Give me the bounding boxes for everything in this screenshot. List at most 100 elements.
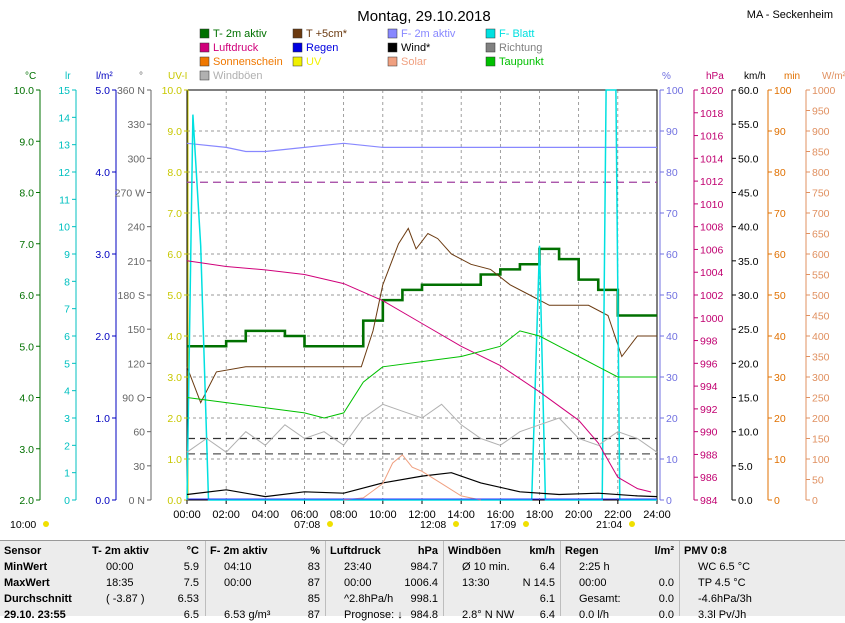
axis-tick-label-hpa: 984 xyxy=(700,495,718,507)
axis-tick-label-lr: 7 xyxy=(64,304,70,316)
stats-cell-label: 00:00 xyxy=(224,577,252,589)
stats-cell-value: 7.5 xyxy=(183,577,199,589)
axis-tick-label-kmh: 30.0 xyxy=(738,290,759,302)
stats-cell-value: 87 xyxy=(307,577,320,589)
stats-cell-label: Ø 10 min. xyxy=(462,561,510,573)
axis-tick-label-kmh: 35.0 xyxy=(738,256,759,268)
axis-tick-label-lr: 12 xyxy=(58,167,70,179)
axis-tick-label-kmh: 5.0 xyxy=(738,461,753,473)
axis-tick-label-kmh: 40.0 xyxy=(738,222,759,234)
axis-tick-label-temp: 7.0 xyxy=(19,239,34,251)
axis-tick-label-dir: 0 N xyxy=(129,495,145,507)
stats-row: 00:00 0.0 xyxy=(565,575,674,591)
stats-cell-value: 87 xyxy=(307,609,320,621)
stats-cell-value: 6.4 xyxy=(539,609,555,621)
legend-label: T +5cm* xyxy=(306,28,348,40)
legend-label: Solar xyxy=(401,56,427,68)
axis-unit-rain: l/m² xyxy=(96,71,113,82)
axis-tick-label-wm2: 500 xyxy=(812,290,830,302)
stats-row: TP 4.5 °C xyxy=(684,575,794,591)
axis-tick-label-rain: 2.0 xyxy=(95,331,110,343)
axis-tick-label-hpa: 1018 xyxy=(700,108,724,120)
axis-unit-min: min xyxy=(784,71,800,82)
stats-cell-value: 6.53 xyxy=(177,593,199,605)
legend-swatch xyxy=(199,70,210,81)
axis-unit-hum: % xyxy=(662,71,671,82)
stats-cell-label: 13:30 xyxy=(462,577,490,589)
series-line-t-2m-aktiv xyxy=(187,247,657,348)
legend-label: Regen xyxy=(306,42,338,54)
x-tick-label: 20:00 xyxy=(565,509,593,521)
axis-tick-label-wm2: 0 xyxy=(812,495,818,507)
axis-tick-label-temp: 10.0 xyxy=(14,85,35,97)
axis-tick-label-wm2: 1000 xyxy=(812,85,836,97)
legend-swatch xyxy=(199,28,210,39)
axis-tick-label-dir: 270 W xyxy=(115,188,145,200)
axis-tick-label-min: 80 xyxy=(774,167,786,179)
stats-row: 2:25 h xyxy=(565,559,674,575)
stats-cell-label: 0.0 l/h xyxy=(579,609,609,621)
stats-row: 0.0 l/h 0.0 xyxy=(565,607,674,623)
axis-tick-label-lr: 0 xyxy=(64,495,70,507)
axis-tick-label-rain: 3.0 xyxy=(95,249,110,261)
axis-tick-label-lr: 1 xyxy=(64,468,70,480)
x-tick-label: 08:00 xyxy=(330,509,358,521)
axis-tick-label-wm2: 600 xyxy=(812,249,830,261)
axis-tick-label-lr: 15 xyxy=(58,85,70,97)
stats-cell-value: 0.0 xyxy=(658,593,674,605)
row-label-column: Sensor MinWert MaxWert Durchschnitt 29.1… xyxy=(0,541,88,621)
axis-tick-label-temp: 3.0 xyxy=(19,444,34,456)
axis-tick-label-hum: 40 xyxy=(666,331,678,343)
stats-cell-label: Gesamt: xyxy=(579,593,621,605)
row-label-avg: Durchschnitt xyxy=(4,593,72,605)
stats-cell-value: 0.0 xyxy=(658,609,674,621)
axis-tick-label-lr: 6 xyxy=(64,331,70,343)
stats-cell-label: 2.8° N NW xyxy=(462,609,515,621)
stats-row: 2.8° N NW 6.4 xyxy=(448,607,555,623)
axis-tick-label-hum: 80 xyxy=(666,167,678,179)
legend-swatch xyxy=(199,42,210,53)
axis-tick-label-uv: 6.0 xyxy=(167,249,182,261)
stats-cell-label: WC 6.5 °C xyxy=(698,561,751,573)
stats-header-unit: km/h xyxy=(529,545,555,557)
row-label-max: MaxWert xyxy=(4,577,50,589)
axis-tick-label-temp: 6.0 xyxy=(19,290,34,302)
axis-tick-label-temp: 5.0 xyxy=(19,341,34,353)
axis-tick-label-hum: 30 xyxy=(666,372,678,384)
stats-column: Luftdruck hPa 23:40 984.7 00:00 1006.4 ^2.8hPa… xyxy=(325,541,444,621)
axis-tick-label-hpa: 988 xyxy=(700,449,718,461)
series-line-t-5cm- xyxy=(186,227,657,404)
axis-tick-label-wm2: 50 xyxy=(812,475,824,487)
stats-cell-label: 2:25 h xyxy=(579,561,610,573)
stats-column-header: Luftdruck hPa xyxy=(330,543,438,559)
stats-row: 04:10 83 xyxy=(210,559,320,575)
x-tick-label: 24:00 xyxy=(643,509,671,521)
x-tick-label: 16:00 xyxy=(487,509,515,521)
stats-cell-value: 85 xyxy=(307,593,320,605)
axis-tick-label-hpa: 992 xyxy=(700,404,718,416)
axis-tick-label-wm2: 550 xyxy=(812,270,830,282)
axis-tick-label-rain: 0.0 xyxy=(95,495,110,507)
axis-tick-label-min: 0 xyxy=(774,495,780,507)
legend-swatch xyxy=(292,28,303,39)
stats-header-unit: °C xyxy=(186,545,199,557)
stats-column: T- 2m aktiv °C 00:00 5.9 18:35 7.5 ( -3.87 ) 6.… xyxy=(88,541,205,621)
row-label-sensor: Sensor xyxy=(4,545,42,557)
series-line-wind- xyxy=(186,472,658,498)
stats-cell-value: 984.8 xyxy=(410,609,438,621)
x-tick-label: 18:00 xyxy=(526,509,554,521)
axis-unit-lr: lr xyxy=(65,71,71,82)
axis-tick-label-lr: 8 xyxy=(64,276,70,288)
stats-row: 00:00 87 xyxy=(210,575,320,591)
stats-header-unit: hPa xyxy=(417,545,438,557)
axis-tick-label-min: 90 xyxy=(774,126,786,138)
legend-label: Windböen xyxy=(213,70,263,82)
axis-tick-label-hpa: 1020 xyxy=(700,85,724,97)
axis-tick-label-dir: 30 xyxy=(133,461,145,473)
axis-tick-label-uv: 0.0 xyxy=(167,495,182,507)
axis-tick-label-kmh: 15.0 xyxy=(738,393,759,405)
axis-tick-label-uv: 9.0 xyxy=(167,126,182,138)
legend-label: Taupunkt xyxy=(499,56,544,68)
legend-label: Sonnenschein xyxy=(213,56,283,68)
axis-tick-label-wm2: 700 xyxy=(812,208,830,220)
